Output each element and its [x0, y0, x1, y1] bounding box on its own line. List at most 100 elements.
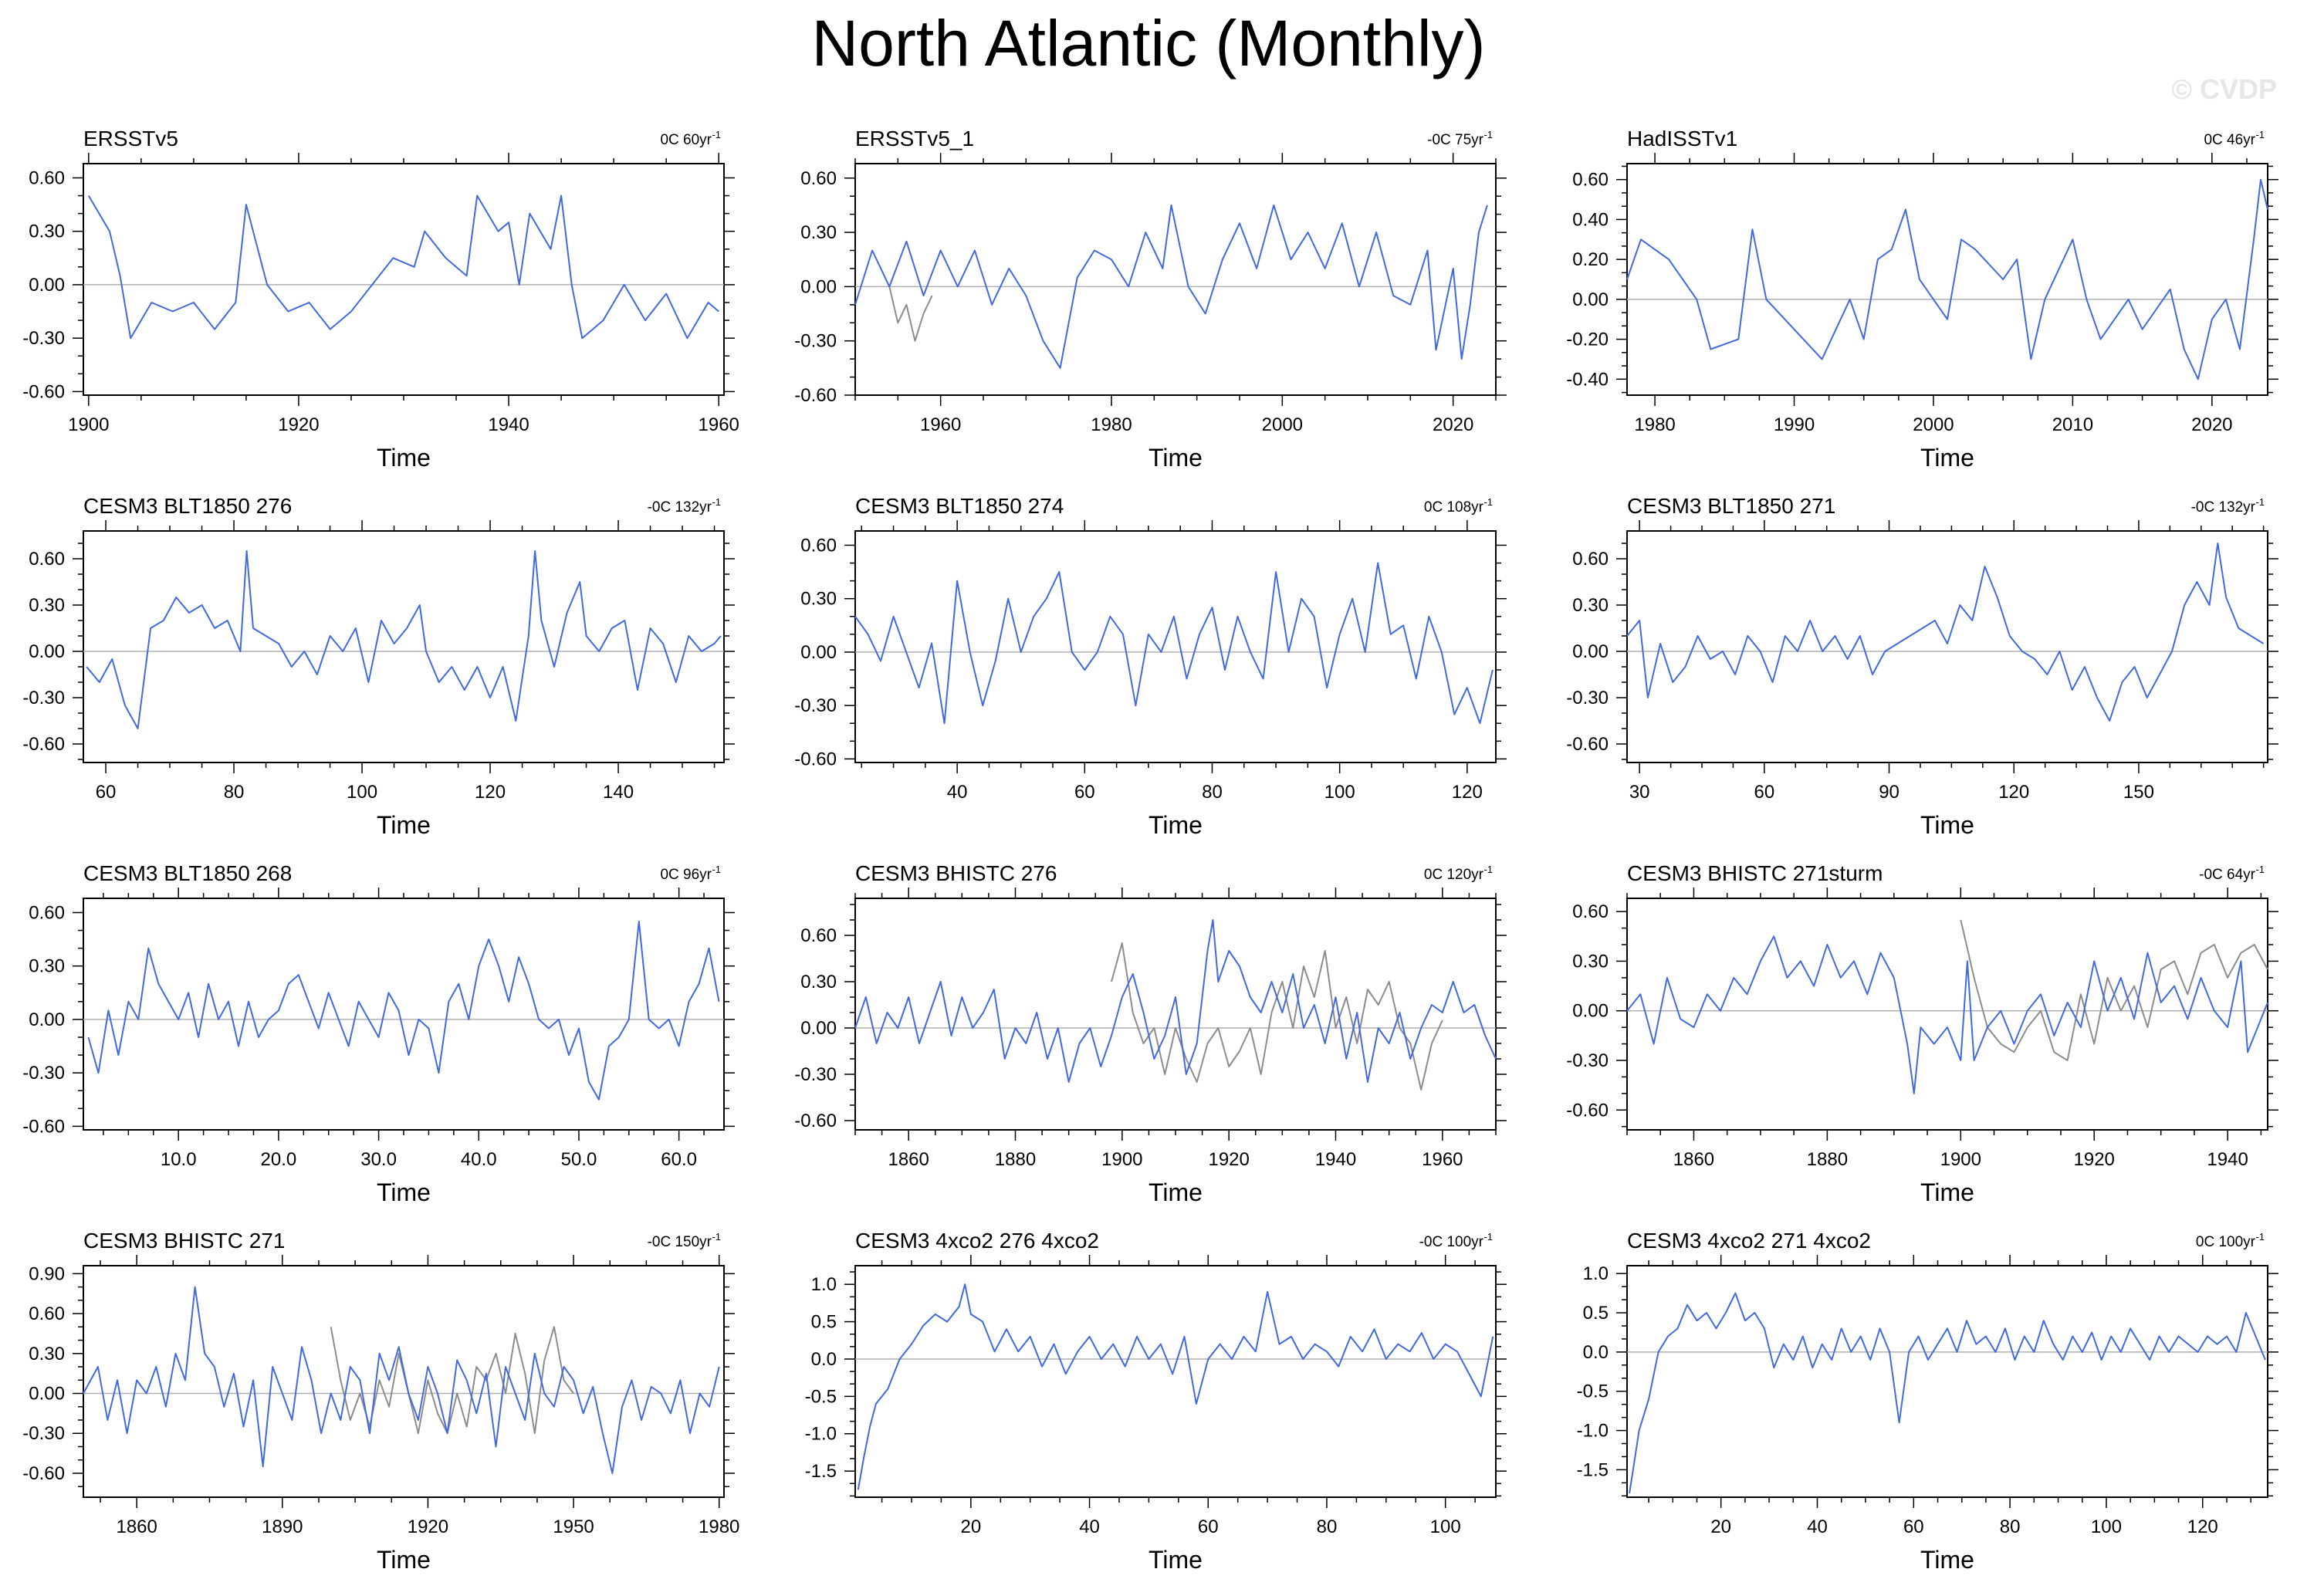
y-tick-label: 0.00 — [1572, 1001, 1609, 1022]
y-tick-label: 0.0 — [1583, 1342, 1609, 1363]
figure-title: North Atlantic (Monthly) — [812, 7, 1486, 79]
chart-panel: CESM3 BLT1850 268 0C 96yr -1 10.0 20.0 30.0 40… — [22, 861, 735, 1206]
panel-title: CESM3 BHISTC 271 — [83, 1229, 285, 1253]
x-tick-label: 40 — [1079, 1517, 1100, 1537]
trend-annotation: -0C 150yr — [648, 1234, 712, 1250]
x-axis-title: Time — [1920, 1546, 1974, 1574]
panel-title: CESM3 BHISTC 271sturm — [1627, 861, 1883, 885]
y-tick-label: 0.30 — [1572, 595, 1609, 616]
y-tick-label: 0.60 — [800, 925, 837, 946]
y-tick-label: -0.60 — [794, 1111, 837, 1131]
model-series-line — [83, 1286, 720, 1474]
trend-annotation: 0C 96yr — [660, 867, 712, 883]
model-series-line — [87, 194, 719, 340]
x-tick-label: 1920 — [2074, 1149, 2115, 1170]
chart-panel: HadISSTv1 0C 46yr -1 1980 1990 2000 2010 2020 Ti… — [1566, 127, 2278, 472]
x-tick-label: 1900 — [1101, 1149, 1142, 1170]
x-tick-label: 60.0 — [661, 1149, 697, 1170]
y-tick-label: 0.60 — [1572, 901, 1609, 922]
x-tick-label: 10.0 — [161, 1149, 197, 1170]
trend-annotation: 0C 100yr — [2196, 1234, 2256, 1250]
plot-frame — [1626, 898, 2268, 1131]
x-tick-label: 100 — [347, 782, 377, 803]
y-tick-label: -0.30 — [1566, 688, 1609, 708]
x-tick-label: 1980 — [699, 1517, 739, 1537]
y-tick-label: -0.30 — [22, 688, 65, 708]
model-series-line — [854, 562, 1494, 725]
trend-superscript: -1 — [712, 496, 721, 508]
y-tick-label: -0.5 — [1577, 1381, 1609, 1402]
plot-frame — [83, 1265, 725, 1498]
y-tick-label: 0.60 — [1572, 170, 1609, 191]
x-tick-label: 100 — [1324, 782, 1355, 803]
trend-annotation: -0C 64yr — [2199, 867, 2256, 883]
x-axis-title: Time — [1148, 444, 1203, 472]
x-tick-label: 2020 — [2191, 414, 2232, 435]
y-tick-label: 0.00 — [29, 275, 65, 296]
y-tick-label: 0.60 — [1572, 549, 1609, 570]
y-tick-label: -0.30 — [1566, 1050, 1609, 1071]
x-tick-label: 60 — [1754, 782, 1775, 803]
y-tick-label: 0.00 — [29, 641, 65, 662]
y-tick-label: 1.0 — [811, 1274, 837, 1295]
trend-annotation: -0C 100yr — [1419, 1234, 1484, 1250]
trend-superscript: -1 — [2255, 1231, 2265, 1243]
plot-frame — [1626, 163, 2268, 396]
x-tick-label: 1860 — [888, 1149, 929, 1170]
panel-title: CESM3 4xco2 276 4xco2 — [855, 1229, 1099, 1253]
x-tick-label: 60 — [1198, 1517, 1219, 1537]
x-tick-label: 80 — [1317, 1517, 1338, 1537]
panel-title: CESM3 BLT1850 276 — [83, 494, 292, 518]
trend-superscript: -1 — [712, 1231, 721, 1243]
x-tick-label: 1950 — [553, 1517, 594, 1537]
obs-series-line — [1960, 919, 2268, 1061]
y-tick-label: -1.5 — [1577, 1459, 1609, 1480]
y-tick-label: 0.20 — [1572, 249, 1609, 270]
x-tick-label: 1920 — [408, 1517, 448, 1537]
x-tick-label: 1900 — [1940, 1149, 1981, 1170]
y-tick-label: 0.30 — [29, 956, 65, 977]
chart-panel: CESM3 4xco2 271 4xco2 0C 100yr -1 20 40 60 80 1… — [1577, 1229, 2278, 1574]
y-tick-label: 0.60 — [29, 1304, 65, 1324]
model-series-line — [87, 921, 720, 1101]
x-tick-label: 1980 — [1634, 414, 1675, 435]
panel-title: CESM3 BLT1850 268 — [83, 861, 292, 885]
x-tick-label: 1990 — [1774, 414, 1815, 435]
y-tick-label: 0.5 — [1583, 1303, 1609, 1324]
model-series-line — [1626, 178, 2268, 380]
y-tick-label: 0.60 — [800, 535, 837, 556]
y-tick-label: 0.30 — [800, 972, 837, 992]
x-tick-label: 1960 — [920, 414, 961, 435]
x-tick-label: 20 — [1710, 1517, 1731, 1537]
x-tick-label: 60 — [96, 782, 117, 803]
x-axis-title: Time — [1148, 1178, 1203, 1206]
x-axis-title: Time — [377, 444, 431, 472]
x-tick-label: 150 — [2123, 782, 2154, 803]
chart-panel: CESM3 BLT1850 274 0C 108yr -1 40 60 80 100 120 T… — [794, 494, 1507, 839]
y-tick-label: 0.30 — [800, 589, 837, 610]
chart-panel: CESM3 BHISTC 276 0C 120yr -1 1860 1880 1900 19… — [794, 861, 1507, 1206]
y-tick-label: 0.0 — [811, 1349, 837, 1370]
y-tick-label: -1.5 — [805, 1461, 837, 1482]
x-tick-label: 40 — [947, 782, 968, 803]
x-tick-label: 1920 — [278, 414, 319, 435]
trend-superscript: -1 — [1483, 864, 1493, 875]
y-tick-label: -0.60 — [794, 749, 837, 769]
x-tick-label: 120 — [1452, 782, 1483, 803]
y-tick-label: -1.0 — [1577, 1421, 1609, 1442]
trend-annotation: 0C 46yr — [2204, 132, 2255, 148]
y-tick-label: 0.00 — [800, 1018, 837, 1039]
x-tick-label: 120 — [475, 782, 506, 803]
panel-title: HadISSTv1 — [1627, 127, 1737, 150]
trend-superscript: -1 — [2255, 864, 2265, 875]
x-tick-label: 1890 — [262, 1517, 303, 1537]
x-axis-title: Time — [1148, 1546, 1203, 1574]
chart-panel: ERSSTv5_1 -0C 75yr -1 1960 1980 2000 2020 Time -… — [794, 127, 1507, 472]
y-tick-label: -0.60 — [22, 734, 65, 755]
chart-panel: CESM3 BLT1850 271 -0C 132yr -1 30 60 90 120 150… — [1566, 494, 2278, 839]
x-tick-label: 2000 — [1262, 414, 1303, 435]
trend-superscript: -1 — [1483, 1231, 1493, 1243]
x-tick-label: 100 — [1430, 1517, 1461, 1537]
y-tick-label: 1.0 — [1583, 1263, 1609, 1284]
